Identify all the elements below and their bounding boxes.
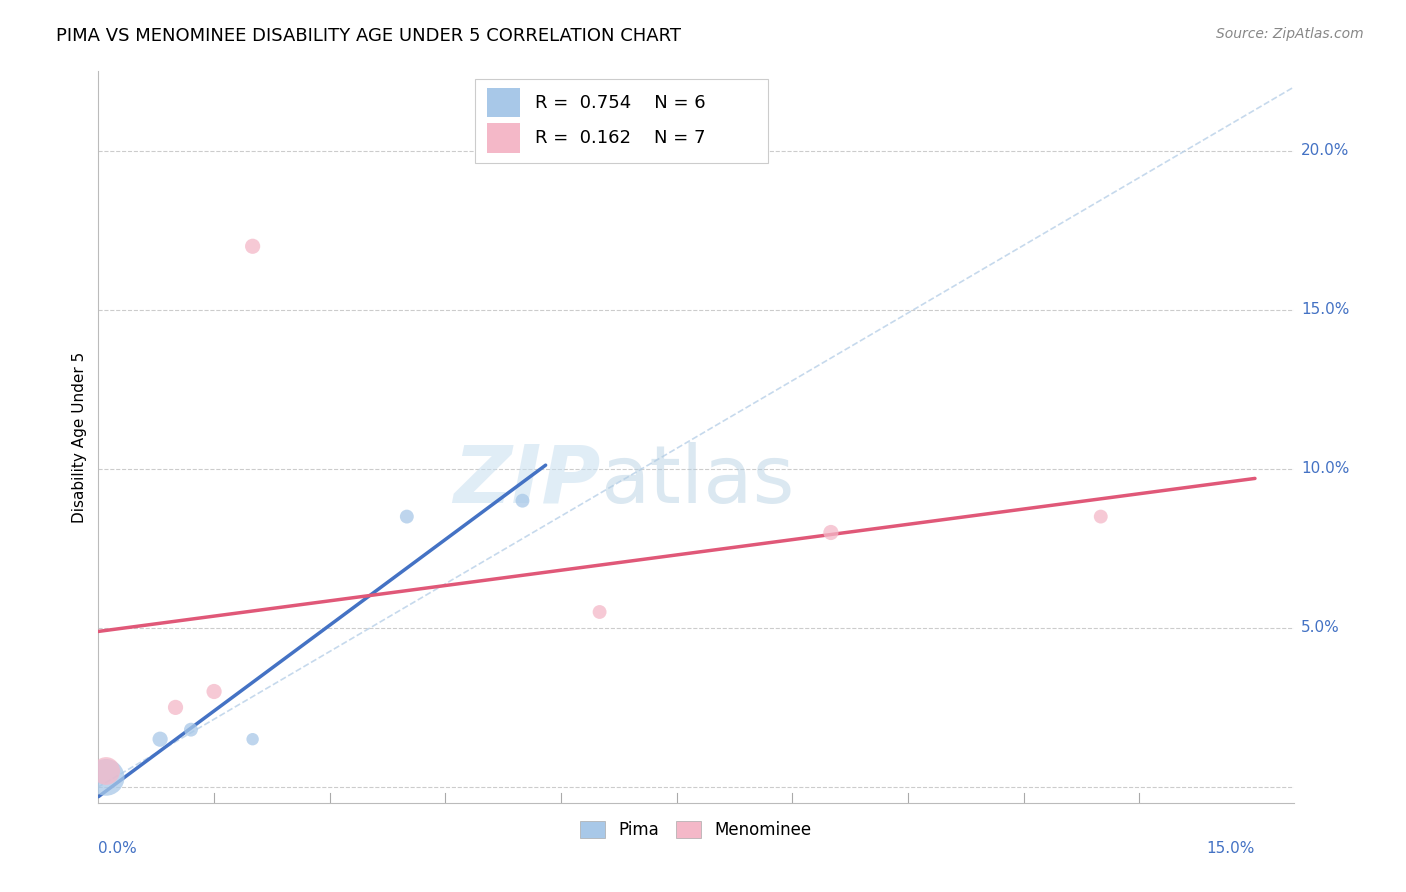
Text: PIMA VS MENOMINEE DISABILITY AGE UNDER 5 CORRELATION CHART: PIMA VS MENOMINEE DISABILITY AGE UNDER 5…	[56, 27, 682, 45]
Point	[1090, 509, 1112, 524]
Point	[180, 723, 202, 737]
Text: ZIP: ZIP	[453, 442, 600, 520]
Text: 15.0%: 15.0%	[1301, 302, 1350, 318]
Text: atlas: atlas	[600, 442, 794, 520]
Point	[202, 684, 225, 698]
Point	[512, 493, 534, 508]
Text: 5.0%: 5.0%	[1301, 621, 1340, 635]
Point	[165, 700, 187, 714]
Legend: Pima, Menominee: Pima, Menominee	[574, 814, 818, 846]
Point	[395, 509, 418, 524]
Text: 15.0%: 15.0%	[1206, 841, 1256, 856]
Point	[149, 732, 172, 747]
Text: 20.0%: 20.0%	[1301, 144, 1350, 159]
FancyBboxPatch shape	[486, 123, 520, 153]
Point	[242, 732, 264, 747]
FancyBboxPatch shape	[475, 78, 768, 163]
Point	[94, 770, 117, 784]
Point	[588, 605, 610, 619]
Text: R =  0.162    N = 7: R = 0.162 N = 7	[534, 129, 706, 147]
FancyBboxPatch shape	[486, 88, 520, 118]
Text: R =  0.754    N = 6: R = 0.754 N = 6	[534, 94, 706, 112]
Text: Source: ZipAtlas.com: Source: ZipAtlas.com	[1216, 27, 1364, 41]
Text: 10.0%: 10.0%	[1301, 461, 1350, 476]
Y-axis label: Disability Age Under 5: Disability Age Under 5	[72, 351, 87, 523]
Point	[242, 239, 264, 253]
Text: 0.0%: 0.0%	[98, 841, 138, 856]
Point	[94, 764, 117, 778]
Point	[820, 525, 842, 540]
